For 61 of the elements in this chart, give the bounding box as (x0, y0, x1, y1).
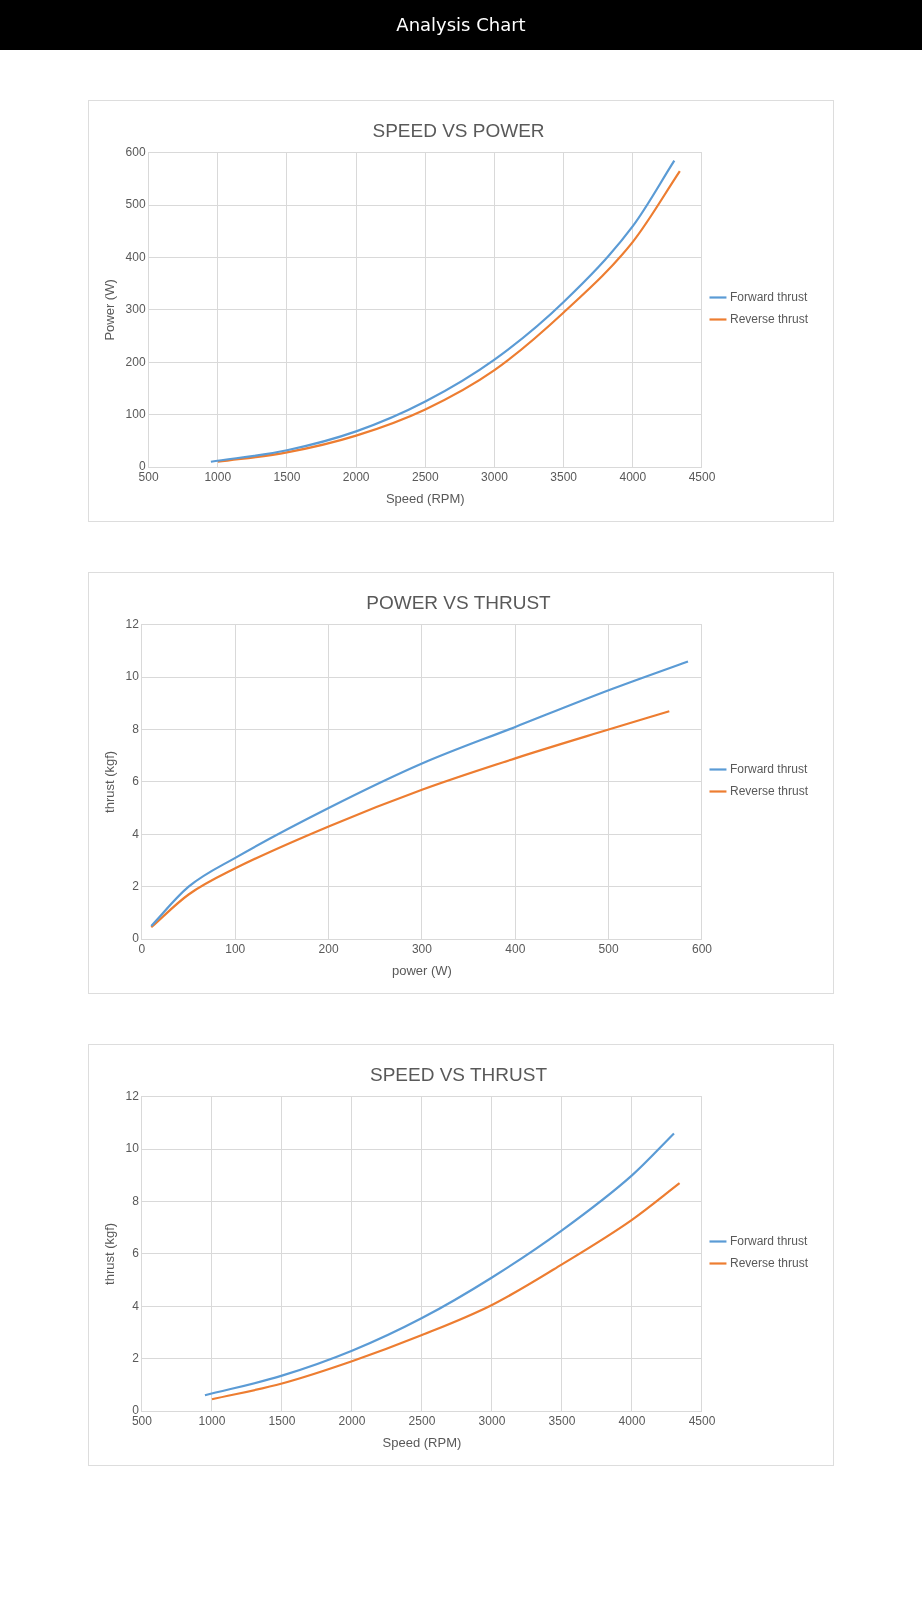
x-tick-label: 3500 (550, 469, 578, 484)
legend-label: Reverse thrust (729, 311, 809, 326)
x-axis-title: power (W) (391, 962, 452, 978)
x-tick-label: 400 (505, 941, 526, 956)
x-tick-label: 1000 (204, 469, 232, 484)
y-tick-label: 2 (132, 878, 140, 893)
y-tick-label: 6 (132, 774, 140, 789)
x-tick-label: 4000 (618, 1413, 646, 1428)
x-tick-label: 1500 (273, 469, 301, 484)
x-tick-label: 200 (318, 941, 339, 956)
x-tick-label: 300 (411, 941, 433, 956)
y-tick-label: 8 (132, 721, 140, 736)
x-tick-label: 600 (691, 941, 713, 956)
y-tick-label: 10 (125, 1141, 140, 1156)
y-tick-label: 12 (125, 1089, 140, 1104)
y-tick-label: 10 (125, 669, 140, 684)
x-tick-label: 100 (225, 941, 246, 956)
x-tick-label: 2000 (342, 469, 370, 484)
y-axis-title: thrust (kgf) (102, 1222, 118, 1285)
y-tick-label: 4 (132, 1298, 140, 1313)
chart-title: SPEED VS POWER (372, 119, 545, 141)
line-series (150, 710, 671, 929)
x-tick-label: 3000 (481, 469, 509, 484)
line-series (210, 1182, 681, 1401)
legend-label: Forward thrust (729, 1233, 808, 1248)
x-tick-label: 2500 (408, 1413, 436, 1428)
x-tick-label: 1500 (268, 1413, 296, 1428)
legend-label: Reverse thrust (729, 1255, 809, 1270)
legend-label: Forward thrust (729, 289, 808, 304)
x-axis-title: Speed (RPM) (385, 490, 465, 506)
x-tick-label: 2000 (338, 1413, 366, 1428)
text: Analysis Chart (0, 0, 922, 50)
legend-label: Forward thrust (729, 761, 808, 776)
y-tick-label: 4 (132, 826, 140, 841)
y-tick-label: 0 (132, 931, 140, 946)
x-tick-label: 3500 (548, 1413, 576, 1428)
y-tick-label: 6 (132, 1246, 140, 1261)
y-tick-label: 400 (125, 249, 146, 264)
x-tick-label: 4500 (688, 1413, 716, 1428)
y-axis-title: thrust (kgf) (102, 750, 118, 813)
legend-label: Reverse thrust (729, 783, 809, 798)
y-axis-title: Power (W) (102, 279, 118, 341)
y-tick-label: 8 (132, 1193, 140, 1208)
x-axis-title: Speed (RPM) (382, 1434, 462, 1450)
y-tick-label: 500 (125, 197, 146, 212)
y-tick-label: 12 (125, 617, 140, 632)
line-series (203, 1132, 676, 1397)
x-tick-label: 4000 (619, 469, 647, 484)
x-tick-label: 2500 (411, 469, 439, 484)
y-tick-label: 600 (125, 145, 146, 160)
chart-title: SPEED VS THRUST (369, 1063, 548, 1085)
chart-title: POWER VS THRUST (366, 591, 552, 613)
x-tick-label: 500 (598, 941, 619, 956)
y-tick-label: 100 (125, 406, 146, 421)
line-series (150, 660, 690, 928)
x-tick-label: 4500 (688, 469, 716, 484)
y-tick-label: 200 (125, 354, 146, 369)
y-tick-label: 300 (125, 302, 146, 317)
x-tick-label: 3000 (478, 1413, 506, 1428)
y-tick-label: 2 (132, 1350, 140, 1365)
x-tick-label: 1000 (198, 1413, 226, 1428)
